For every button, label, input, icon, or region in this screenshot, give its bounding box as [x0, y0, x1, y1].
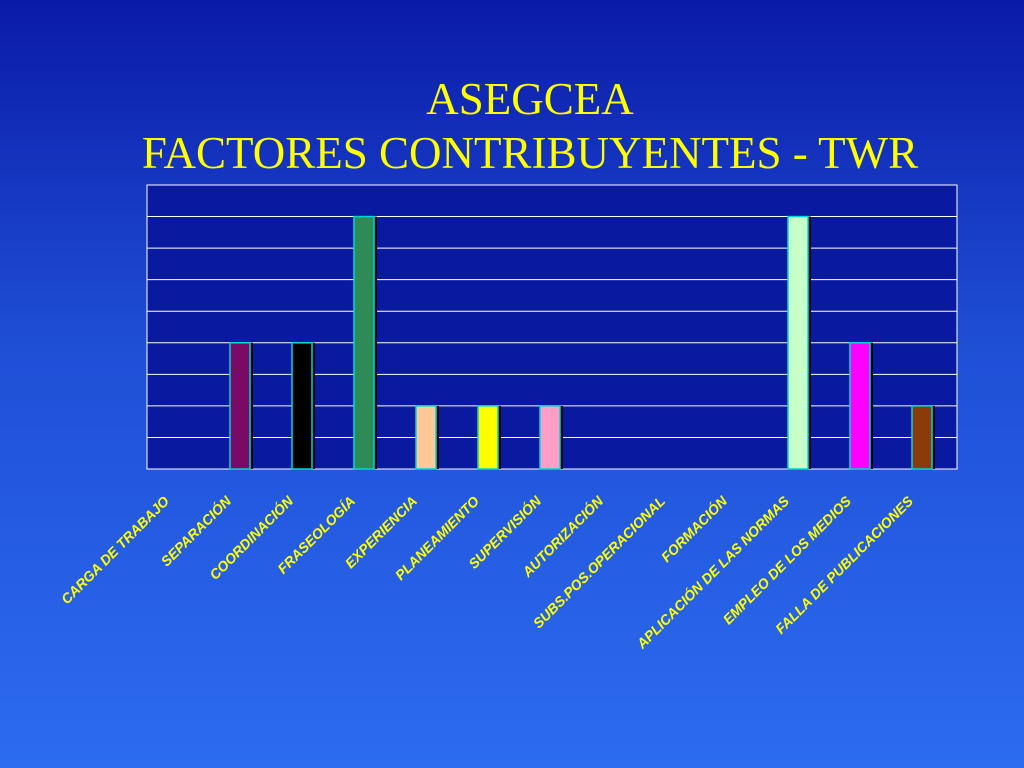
category-label: SUBS.POS.OPERACIONAL [530, 493, 668, 631]
bar-fill [911, 405, 933, 470]
category-label: EMPLEO DE LOS MEDIOS [720, 492, 855, 627]
bar-fill [849, 342, 871, 470]
bar-fill [539, 405, 561, 470]
bar [849, 342, 873, 470]
title-line-2: FACTORES CONTRIBUYENTES - TWR [141, 128, 919, 178]
bars [229, 215, 935, 470]
category-label: FALLA DE PUBLICACIONES [772, 492, 917, 637]
bar-fill [229, 342, 251, 470]
bar-fill [415, 405, 437, 470]
bar-fill [477, 405, 499, 470]
bar-fill [787, 215, 809, 470]
chart-title: ASEGCEA FACTORES CONTRIBUYENTES - TWR [0, 72, 1024, 180]
bar [291, 342, 315, 470]
bar [539, 405, 563, 470]
bar [229, 342, 253, 470]
bar [787, 215, 811, 470]
bar-fill [353, 215, 375, 470]
gridlines [147, 184, 957, 438]
bar [911, 405, 935, 470]
category-label: CARGA DE TRABAJO [58, 493, 172, 607]
category-labels: CARGA DE TRABAJOSEPARACIÓNCOORDINACIÓNFR… [58, 491, 917, 652]
bar [415, 405, 439, 470]
title-line-1: ASEGCEA [426, 74, 634, 124]
bar [477, 405, 501, 470]
bar-fill [291, 342, 313, 470]
bar [353, 215, 377, 470]
